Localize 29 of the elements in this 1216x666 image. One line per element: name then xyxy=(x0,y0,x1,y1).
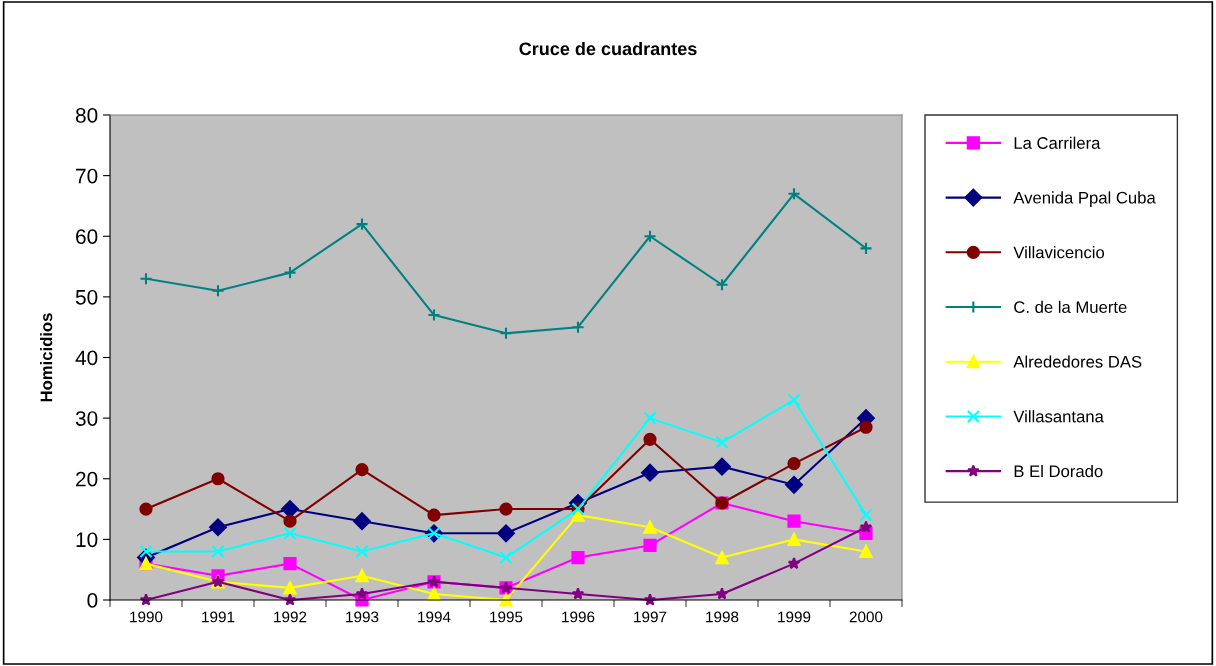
x-tick-label: 1992 xyxy=(274,611,307,623)
y-tick-label: 50 xyxy=(75,289,98,305)
legend-label: Villasantana xyxy=(1013,410,1104,423)
y-tick-label: 30 xyxy=(75,411,98,426)
legend-label: Alrededores DAS xyxy=(1013,355,1142,368)
legend-label: La Carrilera xyxy=(1014,136,1101,149)
y-tick-label: 0 xyxy=(87,593,98,608)
x-tick-label: 1998 xyxy=(706,611,739,623)
x-tick-label: 1991 xyxy=(202,611,235,623)
y-tick-label: 20 xyxy=(76,471,98,487)
x-tick-label: 1999 xyxy=(778,611,811,623)
legend-label: Villavicencio xyxy=(1013,246,1105,259)
y-axis-title: Homicidios xyxy=(40,313,53,402)
x-tick-label: 1997 xyxy=(634,611,667,623)
x-tick-label: 2000 xyxy=(849,611,883,623)
x-tick-label: 1995 xyxy=(490,611,523,623)
legend-label: B El Dorado xyxy=(1014,464,1103,478)
legend-label: C. de la Muerte xyxy=(1014,300,1127,314)
chart-title: Cruce de cuadrantes xyxy=(519,41,697,56)
x-tick-label: 1996 xyxy=(562,611,595,623)
x-tick-label: 1990 xyxy=(130,611,163,623)
legend-label: Avenida Ppal Cuba xyxy=(1013,191,1156,207)
y-tick-label: 70 xyxy=(76,168,98,184)
x-tick-label: 1994 xyxy=(418,611,451,623)
y-tick-label: 40 xyxy=(75,350,98,366)
x-tick-label: 1993 xyxy=(346,611,379,623)
y-tick-label: 80 xyxy=(75,108,98,123)
y-tick-label: 10 xyxy=(76,532,98,548)
y-tick-label: 60 xyxy=(76,229,98,244)
